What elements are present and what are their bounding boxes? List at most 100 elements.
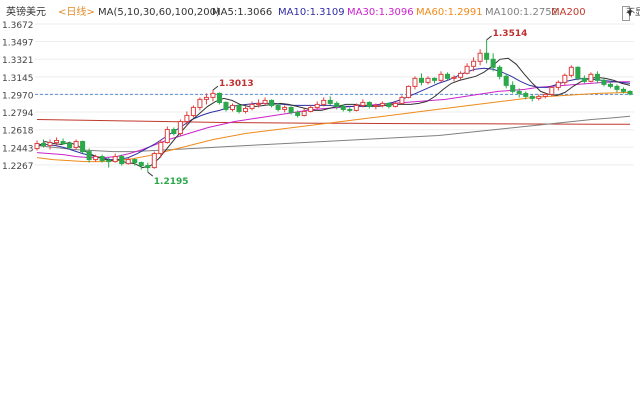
price-annotation: 1.3013 — [219, 79, 254, 89]
y-tick-label: 1.2618 — [2, 127, 34, 137]
candle-up — [392, 102, 398, 107]
candle-up — [177, 120, 183, 135]
ma60-value: MA60:1.2991 — [416, 7, 483, 18]
candle-down — [145, 165, 151, 169]
ma5-value: MA5:1.3066 — [212, 7, 273, 18]
candle-down — [119, 156, 125, 165]
candle-up — [282, 106, 288, 110]
candle-down — [288, 106, 294, 113]
ma10-value: MA10:1.3109 — [278, 7, 345, 18]
symbol-title: 英镑美元 — [6, 7, 46, 18]
candle-down — [620, 88, 627, 92]
ma100-line — [36, 115, 631, 153]
candle-up — [405, 85, 411, 98]
candle-up — [471, 60, 477, 67]
candle-down — [275, 104, 281, 110]
candle-up — [477, 52, 483, 62]
hide-button-label: 不显示 — [626, 8, 640, 18]
candle-up — [151, 153, 157, 169]
candle-up — [301, 110, 307, 116]
candle-up — [379, 102, 385, 106]
y-tick-label: 1.2970 — [2, 91, 34, 101]
candle-down — [99, 156, 105, 162]
candle-up — [549, 86, 555, 95]
candle-down — [529, 95, 535, 99]
ma30-value: MA30:1.3096 — [347, 7, 414, 18]
ma100-value: MA100:1.2752 — [485, 7, 558, 18]
candle-up — [210, 92, 216, 98]
ma5-line — [36, 57, 631, 169]
candle-up — [353, 104, 359, 111]
y-tick-label: 1.3145 — [2, 74, 34, 84]
candle-down — [510, 84, 516, 92]
candle-down — [627, 90, 633, 95]
candle-down — [581, 77, 587, 82]
y-tick-label: 1.2443 — [2, 144, 34, 154]
candle-up — [190, 106, 196, 116]
candle-down — [171, 128, 177, 135]
candle-up — [464, 65, 470, 74]
candle-up — [314, 103, 320, 108]
candle-up — [197, 98, 203, 108]
candle-up — [308, 106, 314, 112]
ma-params-label: MA(5,10,30,60,100,200) — [98, 7, 220, 18]
caret-down-icon: ▼ — [627, 9, 633, 17]
candle-down — [138, 162, 144, 167]
candle-down — [67, 143, 73, 149]
candle-down — [347, 108, 353, 111]
candle-down — [106, 160, 112, 163]
candle-up — [73, 141, 79, 149]
candle-down — [269, 99, 275, 106]
candle-up — [184, 114, 190, 122]
candle-up — [47, 142, 53, 147]
candle-up — [93, 156, 99, 161]
candle-down — [516, 90, 522, 94]
candle-down — [216, 92, 222, 103]
ma10-line — [37, 67, 631, 161]
candle-down — [418, 77, 424, 83]
candle-up — [164, 128, 170, 144]
ma200-value: MA200 — [551, 7, 586, 18]
candle-up — [562, 74, 568, 83]
candle-down — [523, 92, 529, 97]
hide-ma-button[interactable]: 不显示▼ — [622, 6, 640, 21]
candle-down — [334, 102, 340, 107]
candle-up — [536, 95, 542, 99]
candle-down — [340, 105, 346, 110]
period-selector[interactable]: <日线> — [58, 7, 95, 18]
candle-down — [80, 141, 86, 153]
candle-down — [295, 111, 301, 116]
candle-down — [614, 85, 620, 90]
y-tick-label: 1.3672 — [2, 21, 34, 31]
candle-up — [542, 93, 548, 97]
candle-up — [54, 140, 60, 144]
candle-up — [262, 99, 268, 104]
candle-down — [366, 101, 372, 107]
candle-up — [425, 77, 431, 83]
candle-up — [158, 142, 164, 155]
annotation-pointer — [147, 171, 154, 177]
candle-down — [40, 143, 47, 147]
candle-down — [484, 52, 490, 60]
candle-up — [412, 77, 418, 87]
price-annotation: 1.3514 — [493, 29, 528, 39]
y-tick-label: 1.2794 — [2, 109, 34, 119]
candle-down — [132, 159, 138, 164]
candle-up — [555, 81, 561, 88]
candle-down — [497, 66, 503, 77]
candle-up — [568, 66, 574, 76]
candle-up — [321, 99, 327, 105]
candle-down — [594, 73, 600, 81]
ma30-line — [36, 81, 631, 159]
candle-up — [451, 76, 457, 79]
candle-up — [125, 159, 131, 165]
ma200-line — [36, 119, 631, 125]
chart-legend: 英镑美元 <日线> MA(5,10,30,60,100,200) MA5:1.3… — [0, 0, 640, 26]
candle-up — [203, 96, 209, 100]
candle-down — [327, 99, 333, 104]
candle-down — [223, 101, 229, 110]
candle-up — [249, 103, 255, 109]
candle-down — [575, 66, 581, 79]
